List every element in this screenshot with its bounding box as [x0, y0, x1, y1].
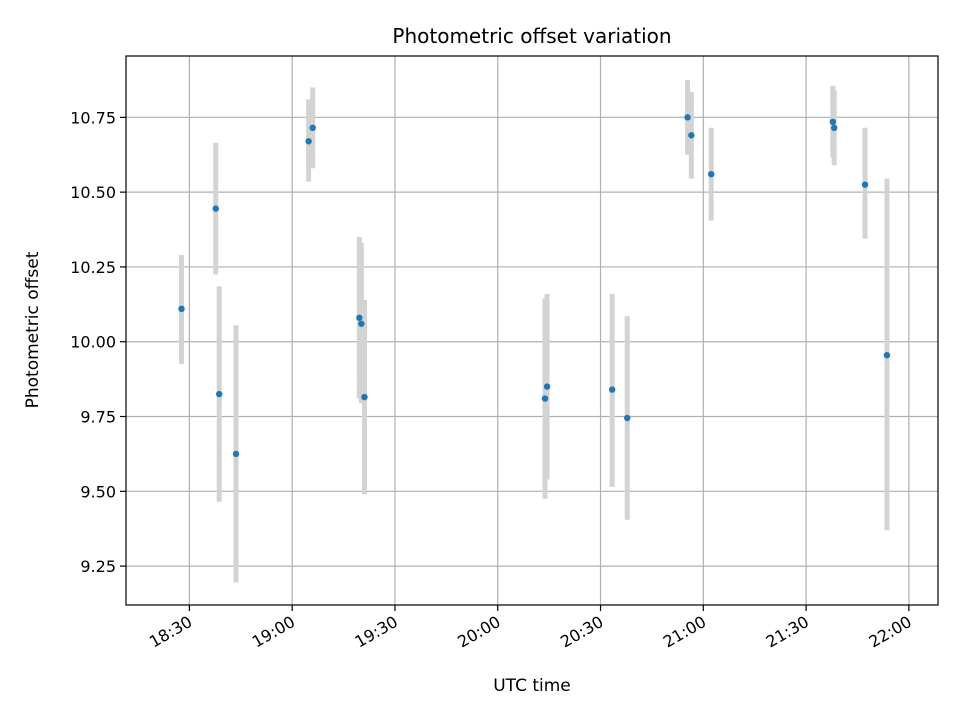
- data-point: [305, 138, 312, 145]
- grid: [126, 56, 938, 605]
- data-point: [232, 450, 240, 458]
- data-point: [861, 181, 869, 188]
- x-tick-label: 19:00: [249, 612, 298, 652]
- error-bars: [179, 79, 890, 583]
- data-point: [212, 205, 219, 212]
- y-tick-label: 9.50: [80, 482, 116, 501]
- data-point: [215, 390, 223, 398]
- data-point: [688, 132, 695, 139]
- data-point: [309, 124, 316, 132]
- data-point: [361, 393, 368, 401]
- x-tick-label: 18:30: [146, 612, 195, 652]
- x-tick-label: 21:00: [660, 612, 709, 652]
- data-point: [356, 314, 363, 321]
- y-axis-label: Photometric offset: [23, 251, 43, 408]
- x-tick-label: 20:00: [454, 612, 503, 652]
- data-point: [707, 170, 715, 178]
- chart-title: Photometric offset variation: [392, 24, 671, 48]
- data-point: [358, 320, 365, 327]
- y-tick-label: 10.75: [70, 108, 116, 127]
- plot-frame: [125, 55, 939, 606]
- data-point: [624, 414, 631, 422]
- x-tick-label: 19:30: [352, 612, 401, 652]
- data-point: [608, 386, 616, 393]
- x-tick-label: 21:30: [763, 612, 812, 652]
- y-axis: 9.25 9.50 9.75 10.00 10.25 10.50 10.75: [70, 108, 126, 576]
- x-tick-label: 20:30: [557, 612, 606, 652]
- y-tick-label: 9.25: [80, 557, 116, 576]
- y-tick-label: 10.00: [70, 333, 116, 352]
- y-tick-label: 10.50: [70, 183, 116, 202]
- x-axis: 18:30 19:00 19:30 20:00 20:30 21:00 21:30 22:00: [146, 605, 915, 652]
- data-point: [543, 383, 551, 390]
- x-axis-label: UTC time: [493, 676, 571, 696]
- data-point: [829, 118, 837, 126]
- data-point: [830, 124, 838, 132]
- y-tick-label: 10.25: [70, 258, 116, 277]
- data-point: [684, 114, 691, 121]
- data-point: [883, 351, 891, 359]
- data-points: [178, 114, 891, 458]
- data-point: [178, 305, 185, 313]
- y-tick-label: 9.75: [80, 408, 116, 427]
- x-tick-label: 22:00: [865, 612, 914, 652]
- data-point: [541, 395, 549, 402]
